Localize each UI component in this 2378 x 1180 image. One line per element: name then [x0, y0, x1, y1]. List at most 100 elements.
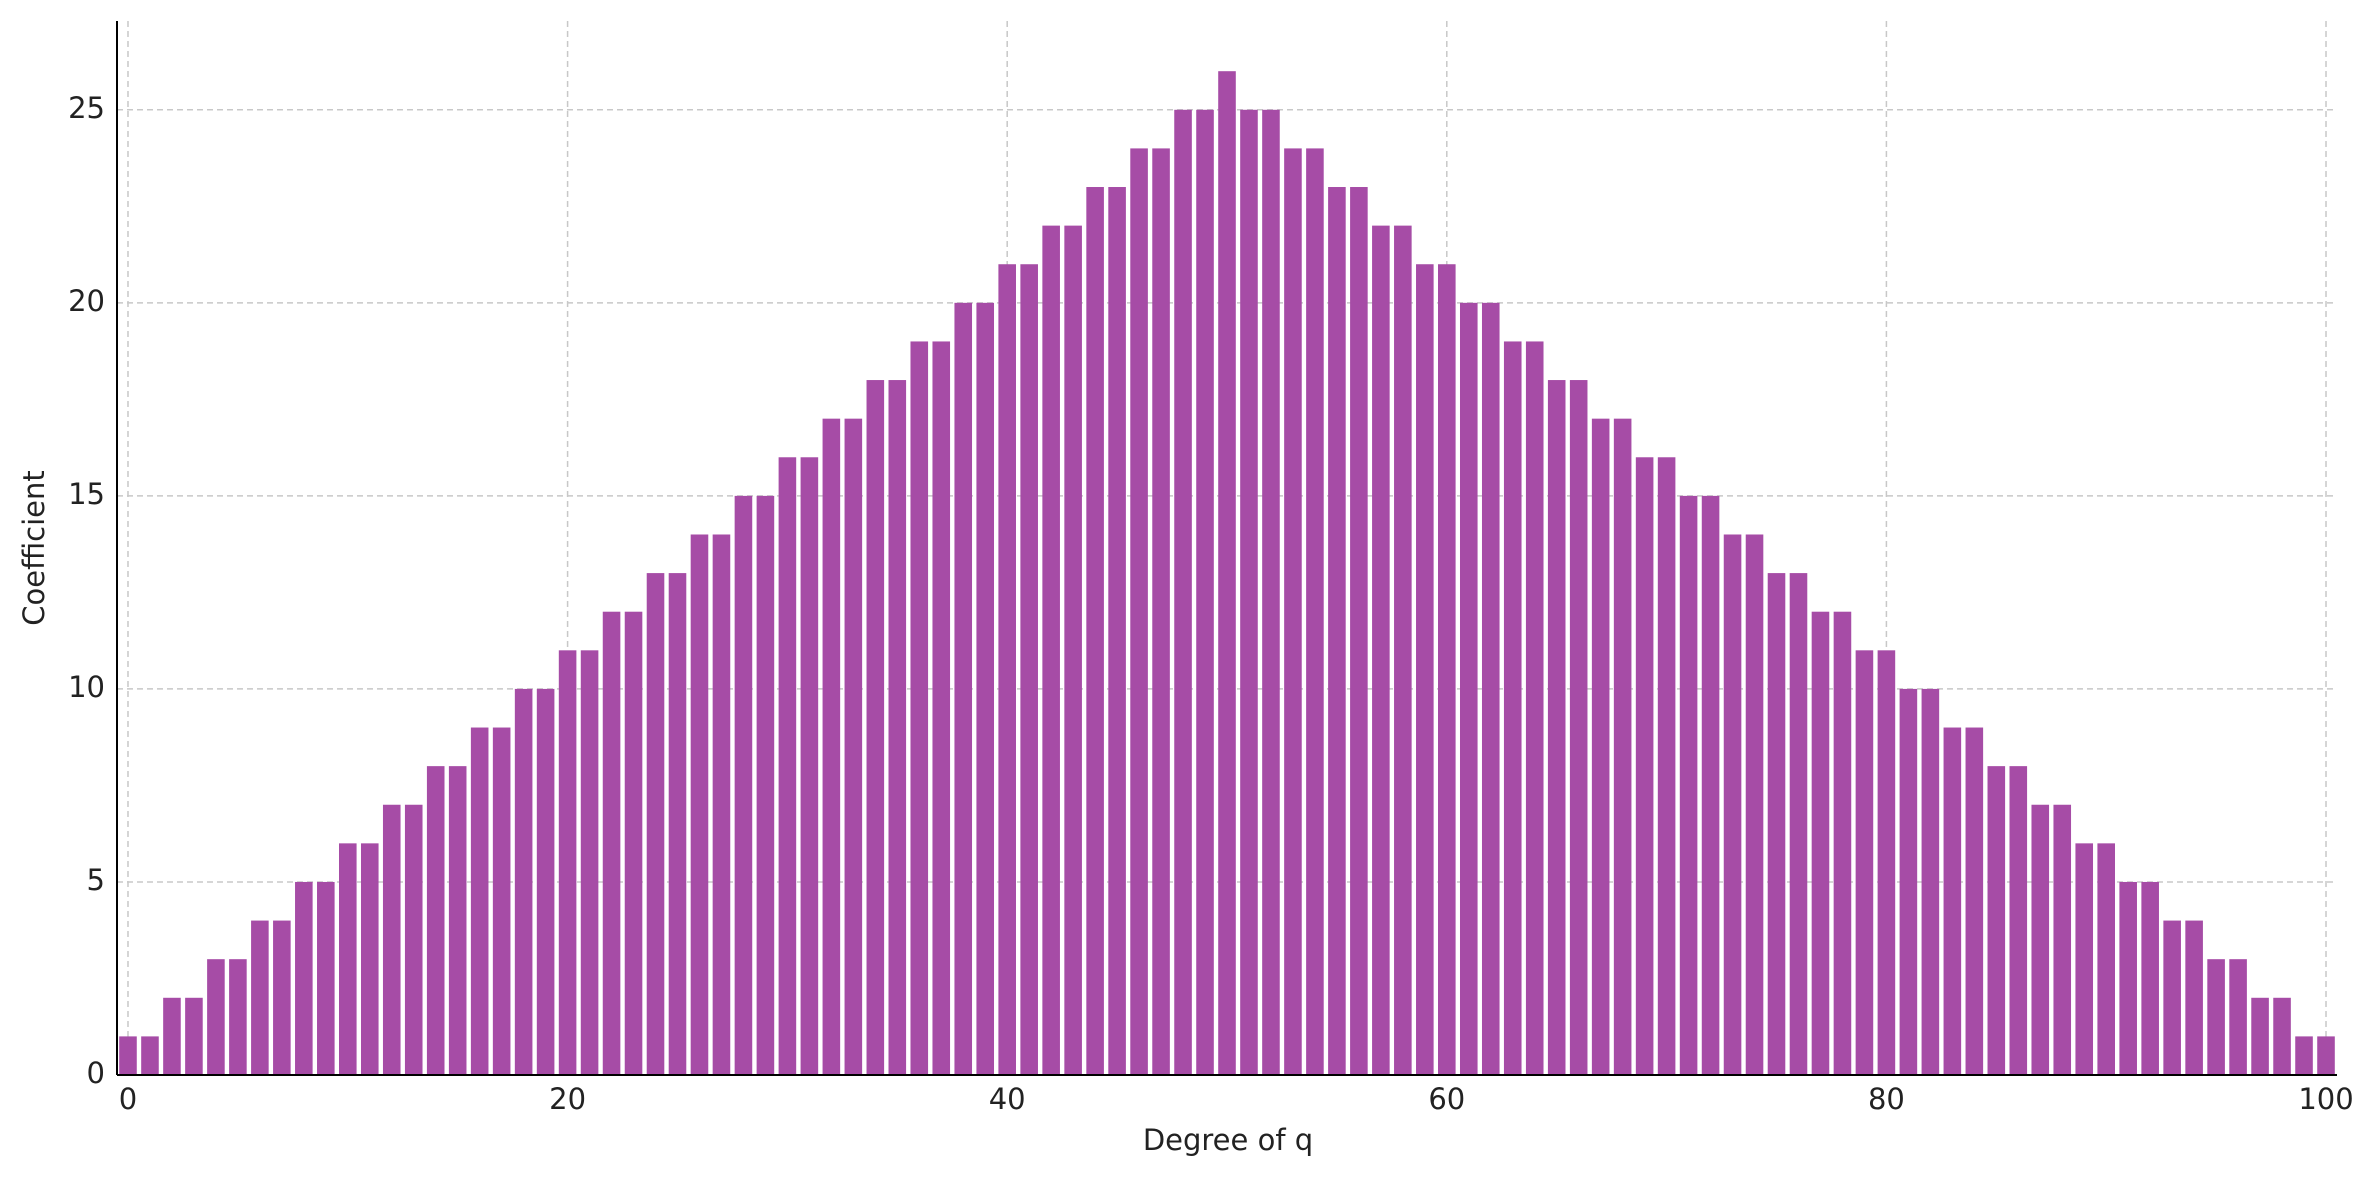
bar	[1020, 264, 1038, 1075]
bar	[2163, 920, 2181, 1075]
bar	[2097, 843, 2115, 1075]
y-tick-label: 15	[68, 477, 105, 511]
bar	[1877, 650, 1896, 1075]
y-tick-label: 25	[68, 91, 105, 125]
bar	[2009, 766, 2028, 1075]
bar	[1372, 225, 1390, 1076]
bar	[998, 264, 1016, 1075]
bar	[1196, 109, 1214, 1076]
bar	[514, 688, 533, 1075]
bar	[1591, 418, 1610, 1076]
bar	[1262, 109, 1280, 1076]
bar	[1240, 109, 1258, 1076]
bar	[1987, 766, 2006, 1075]
bar	[602, 611, 621, 1075]
bar	[2273, 997, 2291, 1075]
bar	[1108, 187, 1126, 1075]
x-axis-label: Degree of q	[1143, 1123, 1313, 1157]
bar	[251, 920, 269, 1075]
bar	[2295, 1036, 2313, 1075]
bar	[1525, 341, 1544, 1075]
y-tick-label: 5	[87, 863, 105, 897]
bar	[1547, 380, 1566, 1075]
bar	[1064, 225, 1082, 1076]
bar	[2053, 804, 2072, 1075]
bar	[1503, 341, 1522, 1075]
bar	[2251, 997, 2269, 1075]
bar	[339, 843, 357, 1075]
bar	[2229, 959, 2247, 1075]
bar	[690, 534, 709, 1075]
bar	[2119, 881, 2137, 1075]
bar	[1921, 688, 1940, 1075]
bar	[580, 650, 599, 1075]
bar	[1350, 187, 1368, 1075]
bar	[954, 302, 973, 1075]
bar	[558, 650, 577, 1075]
bar	[800, 457, 819, 1075]
bar	[141, 1036, 159, 1075]
bar	[976, 302, 995, 1075]
bar	[1218, 71, 1236, 1075]
bar	[1811, 611, 1830, 1075]
bar	[382, 804, 401, 1075]
y-tick-label: 0	[87, 1056, 105, 1090]
bar	[1481, 302, 1500, 1075]
bar	[888, 380, 907, 1075]
bar	[2075, 843, 2094, 1075]
bar	[295, 881, 313, 1075]
bar	[1152, 148, 1170, 1075]
bar	[1284, 148, 1302, 1075]
bar	[866, 380, 885, 1075]
bar	[185, 997, 203, 1075]
bar	[1899, 688, 1918, 1075]
bar	[1723, 534, 1742, 1075]
bar	[1833, 611, 1852, 1075]
bar	[778, 457, 797, 1075]
bar	[229, 959, 247, 1075]
bar	[360, 843, 379, 1075]
bar	[1328, 187, 1346, 1075]
bar	[119, 1036, 137, 1075]
bar	[2317, 1036, 2335, 1075]
bar	[910, 341, 929, 1075]
x-tick-label: 100	[2298, 1082, 2353, 1116]
x-tick-label: 20	[549, 1082, 586, 1116]
bar	[2207, 959, 2225, 1075]
bar	[1701, 495, 1720, 1075]
bar	[1943, 727, 1962, 1075]
bar	[1569, 380, 1588, 1075]
bar	[1965, 727, 1984, 1075]
bar	[404, 804, 423, 1075]
bar	[668, 573, 687, 1075]
x-tick-label: 80	[1868, 1082, 1905, 1116]
bar	[734, 495, 753, 1075]
x-tick-label: 40	[989, 1082, 1026, 1116]
bar	[273, 920, 291, 1075]
bar	[207, 959, 225, 1075]
bar	[712, 534, 731, 1075]
bar	[470, 727, 489, 1075]
bar	[1438, 264, 1456, 1075]
bar	[1459, 302, 1478, 1075]
y-axis-label: Coefficient	[17, 470, 51, 625]
bar	[1679, 495, 1698, 1075]
bar	[1657, 457, 1676, 1075]
x-tick-label: 60	[1428, 1082, 1465, 1116]
bar	[1635, 457, 1654, 1075]
bar	[624, 611, 643, 1075]
bar	[646, 573, 665, 1075]
bar	[163, 997, 181, 1075]
bar	[932, 341, 951, 1075]
bar	[1855, 650, 1874, 1075]
bar	[1789, 573, 1808, 1075]
bar	[1130, 148, 1148, 1075]
bar	[1767, 573, 1786, 1075]
bar	[1042, 225, 1060, 1076]
bar	[1394, 225, 1412, 1076]
y-tick-label: 20	[68, 284, 105, 318]
bar	[2141, 881, 2159, 1075]
bar	[1416, 264, 1434, 1075]
bar	[2031, 804, 2050, 1075]
